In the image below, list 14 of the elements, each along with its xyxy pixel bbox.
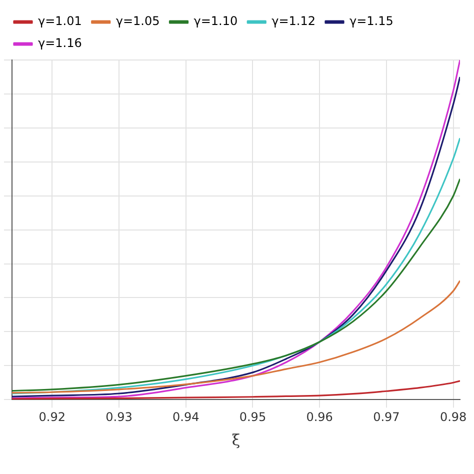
x-tick-label: 0.93 xyxy=(106,410,132,424)
x-axis-title: ξ xyxy=(232,430,240,449)
legend-label: γ=1.05 xyxy=(116,14,160,28)
x-tick-label: 0.92 xyxy=(38,410,66,424)
x-tick-label: 0.94 xyxy=(172,410,200,424)
x-tick-label: 0.95 xyxy=(239,410,266,424)
legend-label: γ=1.15 xyxy=(350,14,394,28)
legend-label: γ=1.10 xyxy=(194,14,238,28)
x-tick-label: 0.98 xyxy=(440,410,467,424)
x-tick-label: 0.97 xyxy=(373,410,400,424)
legend-label: γ=1.12 xyxy=(272,14,316,28)
legend-label: γ=1.16 xyxy=(38,36,82,50)
x-tick-label: 0.96 xyxy=(306,410,333,424)
legend-label: γ=1.01 xyxy=(38,14,82,28)
